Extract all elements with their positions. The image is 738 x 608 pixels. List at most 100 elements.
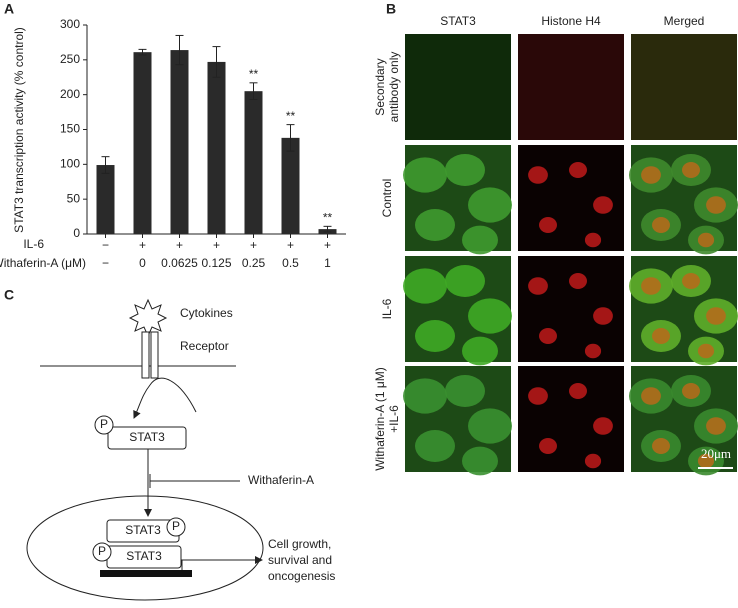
arrow <box>133 377 197 419</box>
cell <box>415 430 455 462</box>
error-bar <box>101 156 110 174</box>
phospho-circle <box>166 517 186 537</box>
nucleus <box>593 196 613 214</box>
cell <box>415 209 455 241</box>
row-label: Secondary <box>373 58 387 115</box>
dna <box>100 570 192 577</box>
row-label: IL-6 <box>23 237 44 251</box>
y-tick-label: 50 <box>67 191 81 205</box>
label: P <box>100 417 108 431</box>
nucleus <box>652 328 670 344</box>
nucleus <box>697 453 715 469</box>
x-tick-label: 0.0625 <box>161 256 198 270</box>
nucleus <box>584 453 602 469</box>
x-tick-label: − <box>102 238 109 252</box>
nucleus <box>652 438 670 454</box>
phospho-circle <box>92 542 112 562</box>
scale-bar-label: 20μm <box>701 446 731 461</box>
nucleus <box>569 383 587 399</box>
micrograph <box>403 256 512 366</box>
nucleus <box>528 387 548 405</box>
column-header: Histone H4 <box>541 14 601 28</box>
cell <box>468 408 512 444</box>
nucleus <box>641 166 661 184</box>
column-header: STAT3 <box>440 14 476 28</box>
cell <box>445 375 485 407</box>
error-bar <box>212 46 221 78</box>
nucleus <box>641 277 661 295</box>
y-tick-label: 0 <box>73 226 80 240</box>
cell <box>462 336 498 366</box>
label: STAT3 <box>125 523 161 537</box>
cell <box>468 187 512 223</box>
y-tick-label: 250 <box>60 52 80 66</box>
bar <box>133 52 152 234</box>
image-bg <box>631 34 737 140</box>
nucleus <box>539 438 557 454</box>
micrograph <box>631 34 737 140</box>
receptor <box>141 331 150 379</box>
significance: ** <box>286 109 296 123</box>
phospho-circle <box>94 415 114 435</box>
nucleus <box>539 217 557 233</box>
label: Receptor <box>180 339 229 353</box>
panel-label: B <box>386 1 396 17</box>
bar <box>96 165 115 234</box>
nucleus <box>682 273 700 289</box>
x-tick-label: − <box>102 256 109 270</box>
bar <box>170 50 189 234</box>
row-label: Control <box>380 179 394 218</box>
label: P <box>172 519 180 533</box>
cell <box>403 157 447 193</box>
label: STAT3 <box>126 549 162 563</box>
receptor <box>150 331 159 379</box>
panel-label: C <box>4 287 14 303</box>
nucleus <box>593 417 613 435</box>
bar <box>244 91 263 234</box>
micrograph <box>518 145 624 251</box>
nucleus <box>584 232 602 248</box>
panel-label: A <box>4 1 14 17</box>
cell <box>403 268 447 304</box>
row-label: Withaferin-A (μM) <box>0 256 86 270</box>
x-tick-label: + <box>324 238 331 252</box>
nucleus <box>528 166 548 184</box>
label: P <box>98 544 106 558</box>
nucleus <box>584 343 602 359</box>
row-label: antibody only <box>387 52 401 123</box>
micrograph <box>405 34 511 140</box>
x-tick-label: + <box>250 238 257 252</box>
row-label: +IL-6 <box>387 405 401 433</box>
nucleus <box>569 273 587 289</box>
nucleus <box>706 307 726 325</box>
cell <box>462 225 498 255</box>
nucleus <box>706 196 726 214</box>
micrograph <box>518 256 624 362</box>
error-bar <box>249 82 258 101</box>
nucleus <box>682 383 700 399</box>
error-bar <box>323 225 332 233</box>
y-tick-label: 100 <box>60 157 80 171</box>
label: survival and <box>268 553 332 567</box>
error-bar <box>175 34 184 66</box>
y-axis-label: STAT3 transcription activity (% control) <box>12 27 26 233</box>
y-tick-label: 200 <box>60 87 80 101</box>
error-bar <box>286 124 295 152</box>
label: Withaferin-A <box>248 473 314 487</box>
bar <box>281 137 300 234</box>
row-label: Withaferin-A (1 μM) <box>373 367 387 471</box>
micrograph <box>629 145 738 255</box>
cell <box>445 154 485 186</box>
arrow <box>181 556 263 570</box>
pathway-diagram: Cytokines Receptor STAT3 P Withaferin-A … <box>26 298 335 601</box>
x-tick-label: + <box>176 238 183 252</box>
nucleus <box>682 162 700 178</box>
micrograph <box>403 366 512 476</box>
nucleus <box>706 417 726 435</box>
nucleus <box>569 162 587 178</box>
cell <box>462 446 498 476</box>
label: STAT3 <box>129 430 165 444</box>
x-tick-label: + <box>287 238 294 252</box>
significance: ** <box>249 67 259 81</box>
